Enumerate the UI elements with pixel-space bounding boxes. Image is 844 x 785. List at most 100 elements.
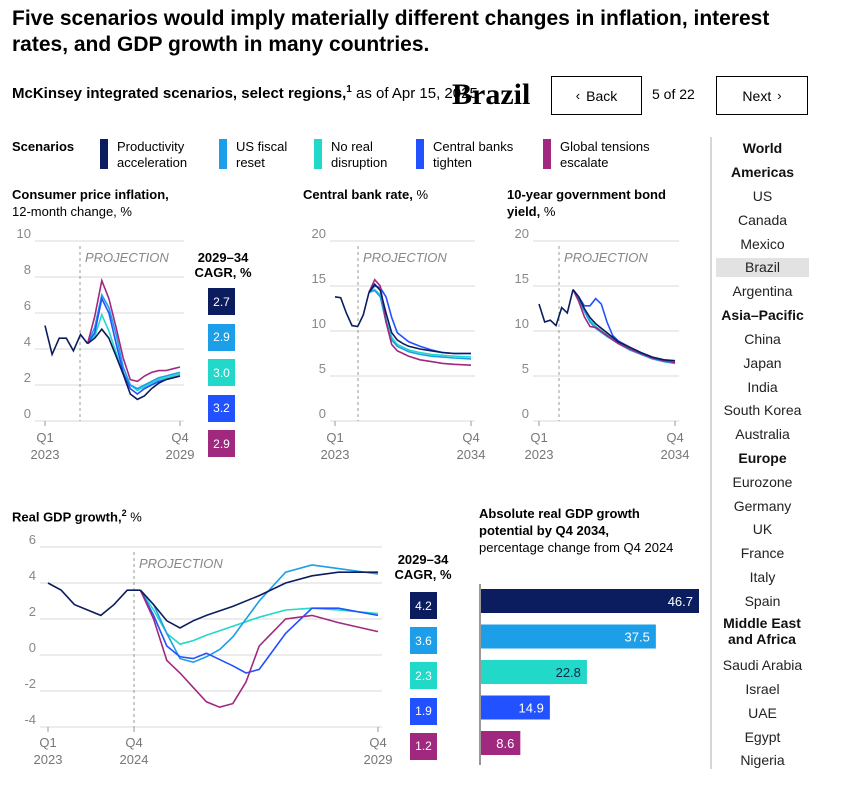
legend-label: Central banks tighten: [433, 139, 514, 170]
x-tick-label: Q1: [326, 430, 343, 445]
legend-item: US fiscal reset: [219, 139, 287, 171]
series-line: [86, 277, 181, 383]
sidebar-item-india[interactable]: India: [747, 379, 778, 395]
y-tick-label: 5: [319, 361, 326, 376]
cpi-title: Consumer price inflation, 12-month chang…: [12, 186, 169, 220]
y-tick-label: 8: [24, 262, 31, 277]
history-line: [334, 292, 370, 328]
y-tick-label: -2: [24, 676, 36, 691]
series-line: [572, 289, 676, 364]
x-tick-label: Q1: [530, 430, 547, 445]
gdp-title: Real GDP growth,2 %: [12, 505, 142, 525]
sidebar-item-eurozone[interactable]: Eurozone: [732, 474, 793, 490]
x-tick-year: 2023: [321, 447, 350, 462]
history-line: [44, 325, 89, 357]
series-line: [139, 589, 379, 709]
series-line: [572, 289, 676, 364]
cpi-cagr-header: 2029–34 CAGR, %: [188, 250, 258, 280]
legend-label: Productivity acceleration: [117, 139, 188, 170]
next-button[interactable]: Next ›: [716, 76, 808, 115]
sidebar-item-brazil[interactable]: Brazil: [716, 258, 809, 277]
sidebar-item-italy[interactable]: Italy: [749, 569, 776, 585]
series-line: [139, 571, 378, 629]
bond-subtitle: %: [543, 204, 556, 219]
sidebar-item-americas[interactable]: Americas: [730, 164, 795, 180]
y-tick-label: 6: [29, 532, 36, 547]
bar-label: 46.7: [668, 594, 693, 609]
cagr-value: 2.3: [410, 662, 437, 690]
y-tick-label: -4: [24, 712, 36, 727]
sidebar-item-asia-pacific[interactable]: Asia–Pacific: [721, 307, 804, 323]
y-tick-label: 10: [17, 226, 31, 241]
potential-title-text-2: potential by Q4 2034,: [479, 523, 610, 538]
series-line: [368, 278, 472, 366]
subtitle-date: as of Apr 15, 2025: [351, 85, 478, 102]
sidebar-item-israel[interactable]: Israel: [745, 681, 780, 697]
sidebar-item-europe[interactable]: Europe: [738, 450, 787, 466]
sidebar-item-saudi-arabia[interactable]: Saudi Arabia: [722, 657, 803, 673]
y-tick-label: 2: [29, 604, 36, 619]
projection-label: PROJECTION: [139, 556, 223, 571]
series-line: [368, 282, 471, 355]
sidebar-item-japan[interactable]: Japan: [743, 355, 782, 371]
x-tick-label: Q4: [462, 430, 479, 445]
sidebar-item-uk[interactable]: UK: [752, 521, 773, 537]
y-tick-label: 15: [515, 271, 529, 286]
chevron-right-icon: ›: [777, 88, 782, 103]
sidebar-item-spain[interactable]: Spain: [744, 593, 781, 609]
sidebar-item-south-korea[interactable]: South Korea: [723, 402, 802, 418]
y-tick-label: 20: [515, 226, 529, 241]
cagr-header-line2: CAGR, %: [394, 567, 452, 582]
legend-item: No real disruption: [314, 139, 387, 171]
y-tick-label: 15: [312, 271, 326, 286]
y-tick-label: 0: [319, 406, 326, 421]
y-tick-label: 10: [312, 316, 326, 331]
x-tick-label: Q4: [666, 430, 683, 445]
next-label: Next: [742, 87, 772, 104]
subtitle-main: McKinsey integrated scenarios, select re…: [12, 85, 347, 102]
sidebar-item-middle-east-and-africa[interactable]: Middle East and Africa: [723, 615, 801, 647]
subtitle: McKinsey integrated scenarios, select re…: [12, 80, 478, 103]
legend-title: Scenarios: [12, 139, 75, 154]
sidebar-item-canada[interactable]: Canada: [737, 212, 788, 228]
sidebar-item-australia[interactable]: Australia: [735, 426, 790, 442]
sidebar-item-uae[interactable]: UAE: [748, 705, 777, 721]
series-line: [572, 289, 676, 364]
legend-swatch: [543, 139, 551, 169]
cagr-value: 3.6: [410, 627, 437, 655]
sidebar-item-germany[interactable]: Germany: [733, 498, 792, 514]
series-line: [368, 285, 471, 355]
cagr-header-line1: 2029–34: [397, 552, 449, 567]
sidebar-item-argentina[interactable]: Argentina: [732, 283, 793, 299]
bar: [481, 731, 521, 755]
back-button[interactable]: ‹ Back: [551, 76, 642, 115]
gdp-subtitle: %: [130, 509, 142, 525]
cagr-value: 2.9: [208, 323, 235, 351]
cagr-value: 2.7: [208, 288, 235, 315]
bond-title-text-2: yield,: [507, 204, 541, 219]
history-line: [538, 289, 574, 328]
x-tick-label: Q1: [39, 735, 56, 750]
sidebar-item-france[interactable]: France: [740, 545, 785, 561]
cagr-header-line1: 2029–34: [197, 250, 249, 265]
y-tick-label: 0: [24, 406, 31, 421]
cagr-value: 4.2: [410, 592, 437, 619]
legend-swatch: [314, 139, 322, 169]
sidebar-item-world[interactable]: World: [742, 140, 783, 156]
series-line: [86, 292, 181, 390]
x-tick-year: 2024: [120, 752, 149, 767]
sidebar-item-mexico[interactable]: Mexico: [740, 236, 785, 252]
cbr-subtitle: %: [416, 187, 429, 202]
sidebar-item-us[interactable]: US: [752, 188, 773, 204]
potential-subtitle: percentage change from Q4 2024: [479, 540, 674, 555]
bar: [481, 624, 656, 649]
sidebar-item-china[interactable]: China: [744, 331, 781, 347]
y-tick-label: 20: [312, 226, 326, 241]
x-tick-label: Q4: [171, 430, 188, 445]
cagr-value: 3.0: [208, 359, 235, 386]
cagr-value: 1.2: [410, 732, 437, 760]
sidebar-item-egypt[interactable]: Egypt: [744, 729, 781, 745]
page-indicator: 5 of 22: [652, 86, 695, 102]
sidebar-item-nigeria[interactable]: Nigeria: [740, 752, 785, 768]
legend-label: Global tensions escalate: [560, 139, 650, 170]
